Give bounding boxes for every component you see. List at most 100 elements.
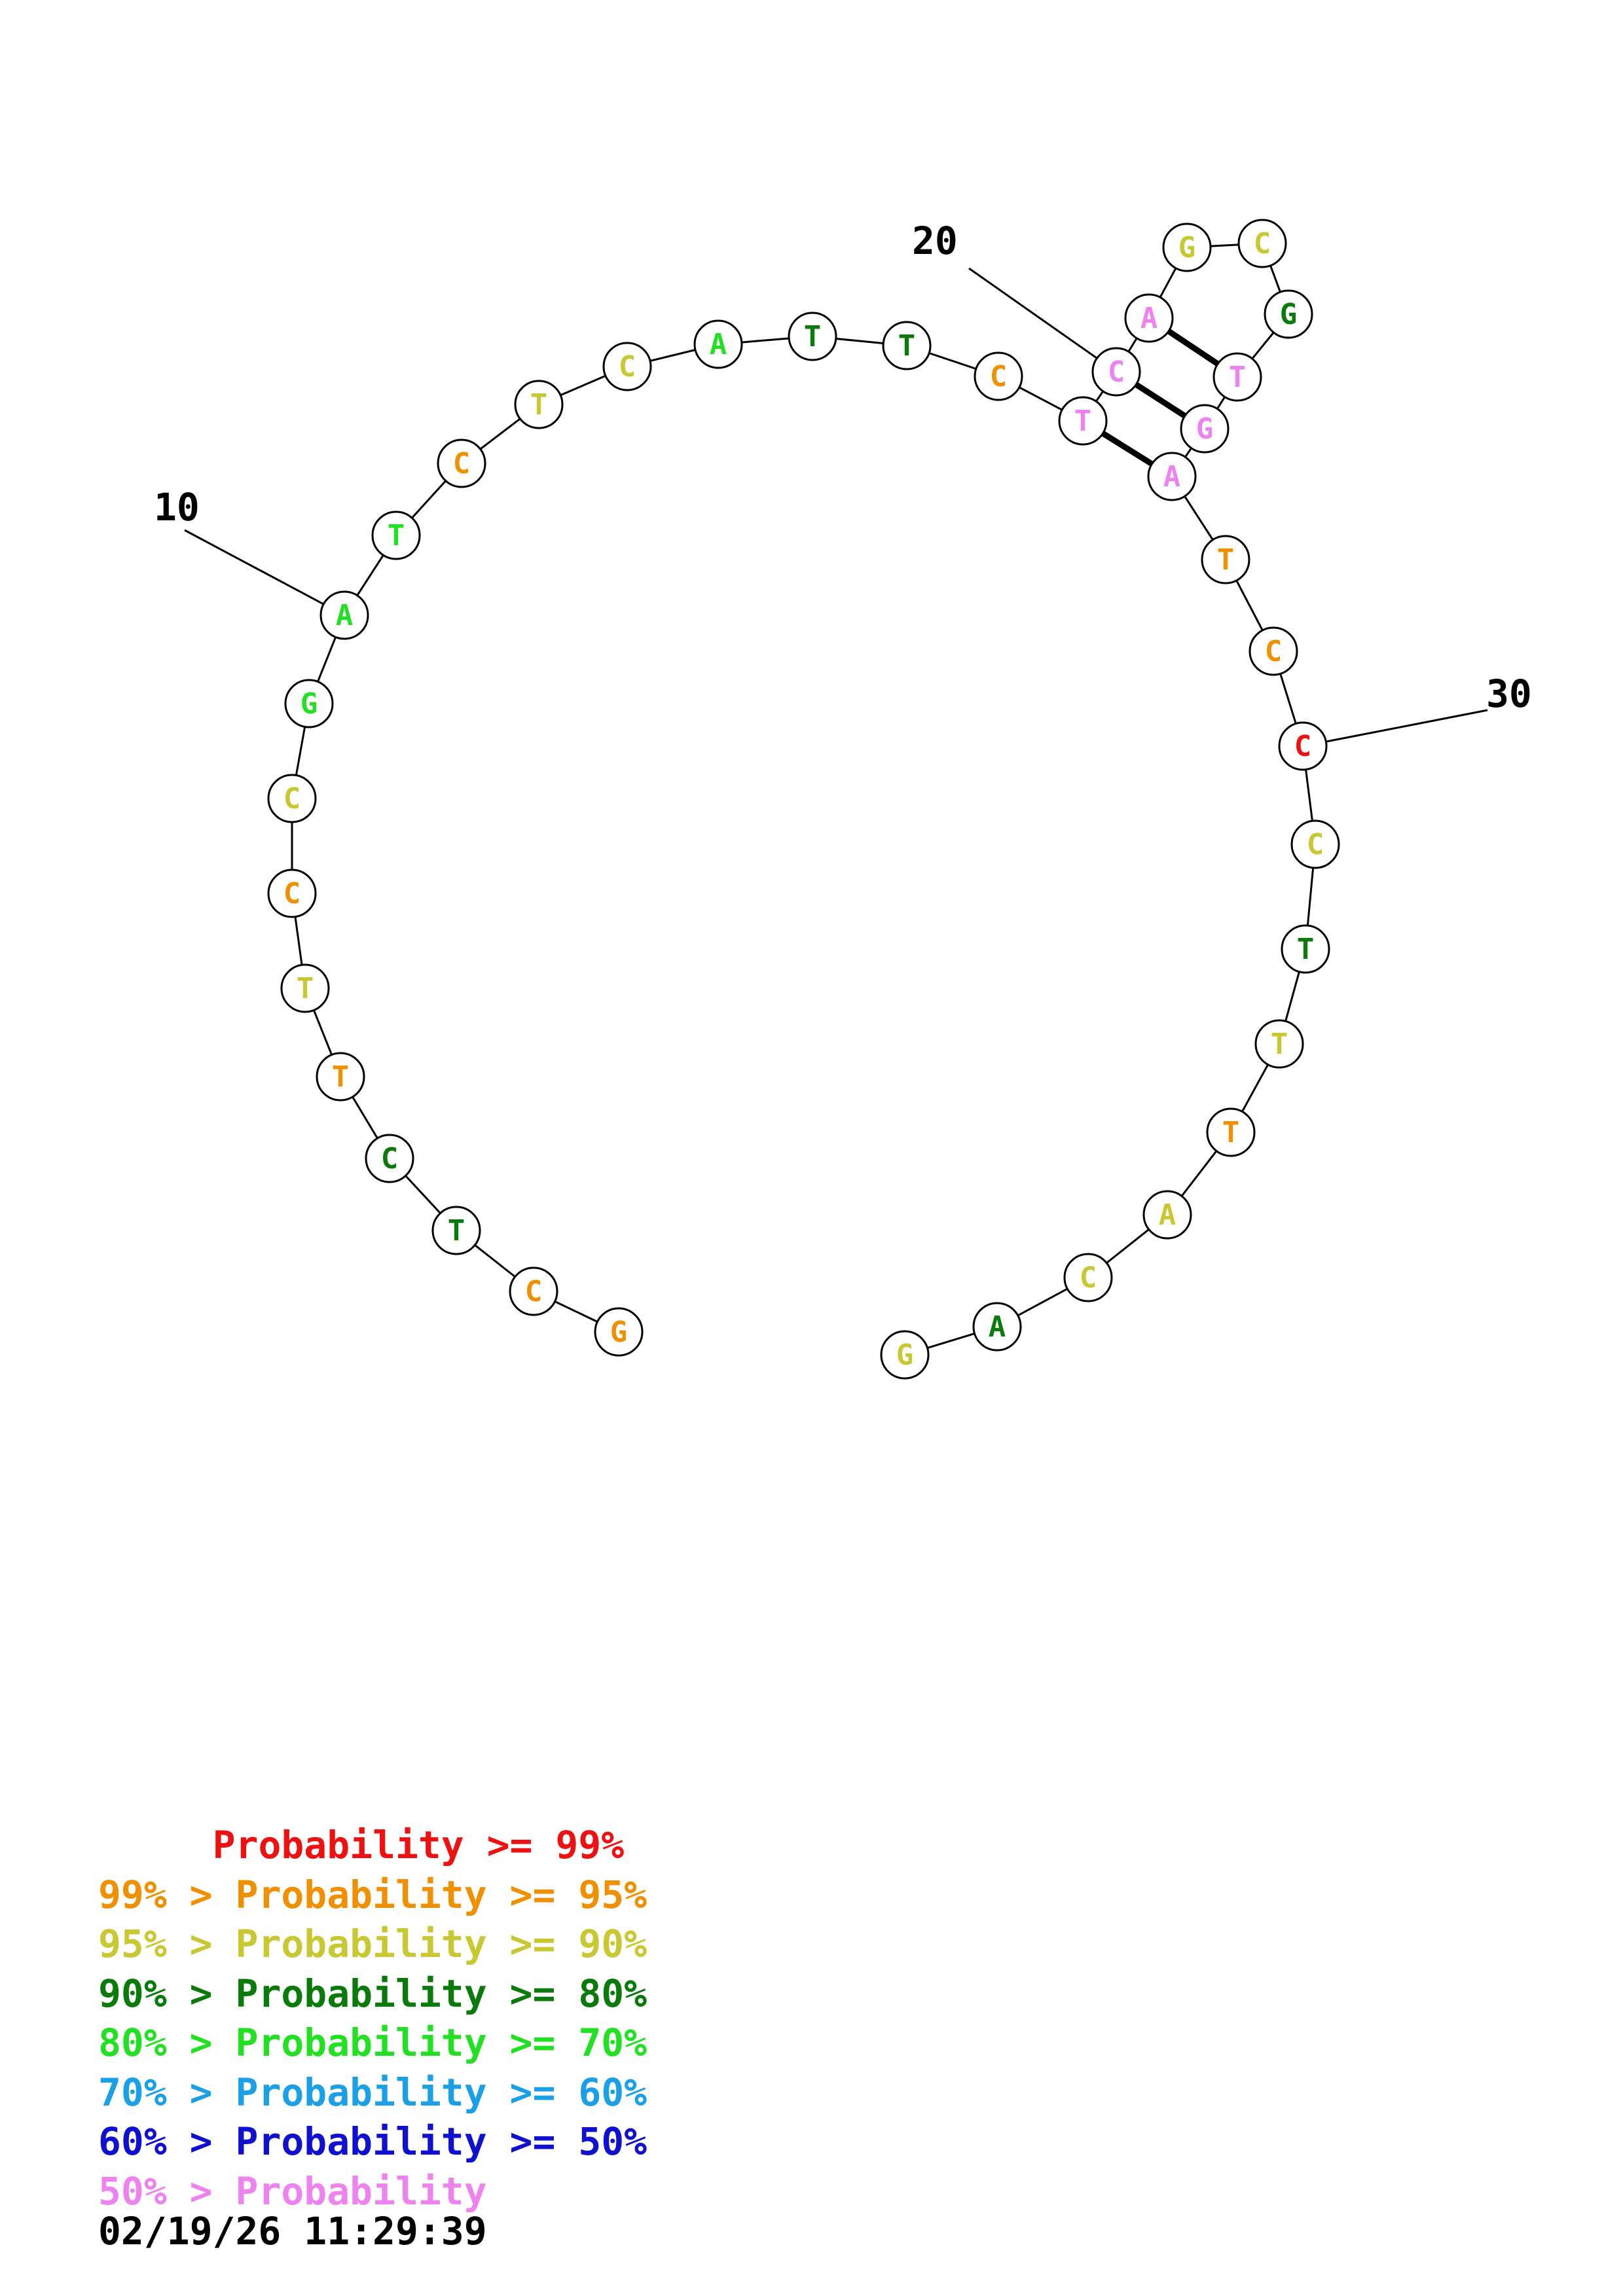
legend-prefix: 99% > (98, 1872, 213, 1917)
nucleotide: T (316, 1052, 365, 1102)
nucleotide-circle (972, 1302, 1022, 1352)
nucleotide-circle (284, 679, 334, 728)
nucleotide-circle (693, 319, 743, 369)
nucleotide: C (1249, 626, 1298, 676)
nucleotide-base: C (381, 1142, 399, 1175)
nucleotide-circle (594, 1307, 644, 1357)
nucleotide-base: C (283, 877, 301, 910)
position-label: 10 (154, 485, 200, 529)
nucleotide-base: T (1074, 404, 1092, 438)
legend-row: 80% > Probability >= 70% (98, 2018, 647, 2068)
legend-text: Probability >= 50% (212, 2119, 647, 2164)
legend-prefix: 80% > (98, 2020, 213, 2065)
nucleotide-circle (509, 1266, 558, 1316)
nucleotide-base: C (1254, 227, 1271, 260)
legend-text: Probability >= 95% (212, 1872, 647, 1917)
nucleotide-circle (1124, 293, 1174, 343)
legend-prefix: 90% > (98, 1971, 213, 2016)
nucleotide-base: T (1297, 933, 1315, 966)
nucleotide-circle (882, 321, 932, 370)
nucleotide-base: G (1280, 298, 1298, 331)
nucleotide-base: C (1294, 730, 1312, 763)
nucleotide-base: A (1140, 302, 1158, 335)
legend-text: Probability >= 99% (189, 1823, 625, 1867)
nucleotide-base: T (448, 1214, 465, 1247)
nucleotide-base: T (530, 388, 548, 422)
nucleotide-circle (1180, 404, 1230, 454)
nucleotide-circle (788, 312, 837, 361)
nucleotide-circle (365, 1134, 414, 1183)
nucleotide-base: G (1178, 231, 1196, 264)
nucleotide-circle (514, 380, 564, 429)
nucleotide: C (1063, 1253, 1113, 1302)
nucleotide-base: C (453, 447, 471, 480)
legend-row: 99% > Probability >= 95% (98, 1871, 647, 1920)
backbone-lines (291, 242, 1317, 1356)
legend-row: 95% > Probability >= 90% (98, 1920, 647, 1969)
nucleotide: T (1201, 535, 1250, 584)
nucleotide-circle (1201, 535, 1250, 584)
nucleotide: T (431, 1206, 481, 1255)
nucleotide: C (437, 439, 486, 488)
legend-prefix: 95% > (98, 1922, 213, 1966)
position-label-leader (184, 529, 345, 617)
nucleotide-base: C (990, 360, 1008, 393)
nucleotide: C (1237, 219, 1287, 268)
nucleotide: A (1124, 293, 1174, 343)
legend-row: 50% > Probability (98, 2167, 647, 2217)
nucleotide: C (602, 342, 652, 391)
nucleotide: G (1162, 223, 1212, 272)
legend-text: Probability >= 90% (212, 1922, 647, 1966)
nucleotide-circle (1091, 347, 1141, 397)
nucleotide: C (1290, 819, 1340, 869)
nucleotide: T (1213, 352, 1262, 402)
nucleotide: C (267, 774, 317, 823)
legend-prefix (98, 1823, 190, 1867)
nucleotide-base: T (898, 329, 916, 363)
nucleotide-base: A (1163, 460, 1181, 493)
nucleotide-base: T (1271, 1028, 1288, 1061)
nucleotide-base: C (525, 1275, 543, 1308)
nucleotide: T (1206, 1107, 1256, 1157)
legend-prefix: 50% > (98, 2168, 213, 2214)
nucleotide: T (514, 380, 564, 429)
position-label-leader (968, 267, 1117, 373)
nucleotide-base: T (1229, 361, 1247, 394)
nucleotide-base: C (1080, 1261, 1097, 1295)
nucleotide-circle (431, 1206, 481, 1255)
nucleotide-circle (1162, 223, 1212, 272)
legend-text: Probability (212, 2168, 487, 2214)
nucleotide-base: G (896, 1338, 914, 1372)
nucleotide: T (1254, 1019, 1304, 1069)
nucleotide-circle (602, 342, 652, 391)
nucleotide-circle (1281, 924, 1330, 974)
nucleotide-circle (1213, 352, 1262, 402)
position-label: 20 (912, 219, 958, 263)
nucleotide: C (1278, 721, 1328, 771)
nucleotide-base: A (710, 328, 727, 361)
nucleotide-circle (1058, 396, 1108, 446)
probability-legend: Probability >= 99% 99% > Probability >= 9… (98, 1821, 647, 2216)
nucleotide-base: C (1108, 355, 1125, 389)
legend-row: 90% > Probability >= 80% (98, 1969, 647, 2019)
position-label-leader (1302, 709, 1488, 747)
legend-prefix: 60% > (98, 2119, 213, 2164)
nucleotide: C (365, 1134, 414, 1183)
nucleotide-circle (319, 590, 369, 640)
nucleotide-base: G (301, 687, 318, 721)
nucleotide-base: T (388, 519, 405, 552)
nucleotide: C (267, 869, 317, 918)
nucleotide: G (1180, 404, 1230, 454)
timestamp: 02/19/26 11:29:39 (98, 2209, 487, 2253)
legend-row: 70% > Probability >= 60% (98, 2068, 647, 2118)
nucleotide-circle (316, 1052, 365, 1102)
nucleotide: T (882, 321, 932, 370)
nucleotide: T (280, 963, 330, 1013)
nucleotide: T (1058, 396, 1108, 446)
nucleotide-base: A (1159, 1198, 1176, 1232)
nucleotide-base: A (989, 1310, 1006, 1344)
legend-prefix: 70% > (98, 2070, 213, 2115)
nucleotide-circle (1290, 819, 1340, 869)
nucleotide-base: T (332, 1060, 350, 1094)
